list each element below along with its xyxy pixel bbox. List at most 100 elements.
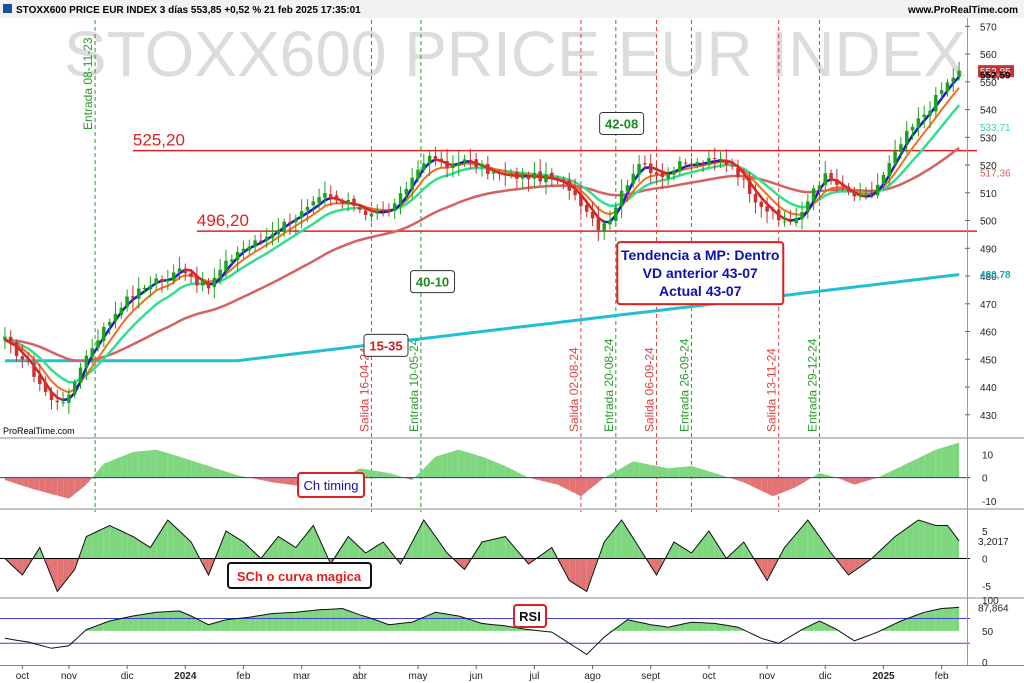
candle-body <box>747 177 752 194</box>
area-fill <box>575 558 581 588</box>
candle-body <box>195 275 199 286</box>
rsi-label: RSI <box>519 609 541 624</box>
area-fill <box>173 454 180 478</box>
area-fill <box>790 477 797 490</box>
y-tick-label: 500 <box>980 217 997 228</box>
support-line-label: 525,20 <box>133 131 185 150</box>
candle-body <box>264 236 269 241</box>
area-fill <box>569 558 576 585</box>
indicator-tick-label: -10 <box>982 497 997 508</box>
area-fill <box>825 474 832 478</box>
rsi-fill <box>365 616 372 631</box>
candle-body <box>648 163 653 174</box>
ma-fast-segment <box>765 202 775 211</box>
candle-body <box>72 382 77 395</box>
candle-body <box>32 362 36 377</box>
area-fill <box>836 477 843 480</box>
x-tick-label: dic <box>121 671 134 682</box>
candle-body <box>736 168 740 178</box>
candle-body <box>870 192 874 194</box>
area-fill <box>569 477 576 494</box>
candle-body <box>96 340 100 349</box>
x-tick-label: mar <box>293 671 311 682</box>
area-fill <box>45 477 52 494</box>
area-fill <box>482 456 488 478</box>
area-fill <box>493 461 500 478</box>
area-fill <box>226 531 232 559</box>
area-fill <box>220 469 226 478</box>
indicator-tick-label: 10 <box>982 450 994 461</box>
candle-body <box>416 169 420 179</box>
candle-body <box>788 221 793 223</box>
area-fill <box>132 536 139 559</box>
rsi-fill <box>220 619 226 631</box>
area-fill <box>499 463 506 478</box>
candle-body <box>247 246 252 251</box>
candle-body <box>43 382 48 392</box>
area-fill <box>639 462 645 478</box>
area-fill <box>644 463 651 478</box>
candle-body <box>491 172 496 174</box>
candle-body <box>881 174 886 185</box>
candle-body <box>497 172 502 174</box>
ma-fast-segment <box>760 196 769 206</box>
candle-body <box>800 212 804 220</box>
area-fill <box>889 469 896 478</box>
ma-fast-segment <box>754 188 763 199</box>
rsi-fill <box>406 622 413 631</box>
price-tag: 552,59 <box>980 71 1011 82</box>
rsi-fill <box>348 610 354 631</box>
rsi-fill <box>947 607 954 631</box>
area-fill <box>714 540 721 559</box>
area-fill <box>889 536 896 559</box>
area-fill <box>883 472 890 478</box>
candle-body <box>55 400 60 403</box>
area-fill <box>848 558 855 575</box>
area-fill <box>697 467 704 478</box>
candle-body <box>660 172 665 178</box>
indicator-label: SCh o curva magica <box>237 569 362 584</box>
candle-body <box>887 163 892 177</box>
rsi-fill <box>260 614 267 631</box>
candle-body <box>934 94 938 112</box>
candle-body <box>910 126 915 131</box>
rsi-line <box>4 606 960 656</box>
candle-body <box>171 272 176 281</box>
area-fill <box>441 544 448 559</box>
rsi-fill <box>906 616 913 631</box>
area-fill <box>290 477 296 486</box>
rsi-fill <box>482 623 488 631</box>
candle-body <box>270 234 275 239</box>
area-fill <box>4 477 11 482</box>
area-fill <box>86 477 93 485</box>
area-fill <box>900 528 907 559</box>
annotation-label: 42-08 <box>605 116 638 131</box>
candle-body <box>893 150 897 164</box>
rsi-fill <box>953 607 960 631</box>
area-fill <box>226 471 232 478</box>
candle-body <box>218 269 222 279</box>
signal-label: Salida 13-11-24 <box>765 348 779 432</box>
rsi-fill <box>127 615 133 631</box>
candle-body <box>654 172 659 175</box>
signal-label: Entrada 20-08-24 <box>602 338 616 432</box>
area-fill <box>144 543 151 559</box>
candle-body <box>369 213 374 217</box>
rsi-fill <box>429 612 436 631</box>
candle-body <box>311 201 316 206</box>
ma-fast-segment <box>573 187 583 196</box>
area-fill <box>57 477 64 498</box>
rsi-fill <box>697 622 704 631</box>
candle-body <box>468 159 473 161</box>
candle-body <box>840 185 845 187</box>
area-fill <box>825 544 832 559</box>
area-fill <box>842 477 849 483</box>
candle-body <box>462 159 467 162</box>
x-tick-label: oct <box>702 671 716 682</box>
area-fill <box>435 536 442 559</box>
area-fill <box>604 474 610 478</box>
candle-body <box>631 173 636 184</box>
candle-body <box>573 190 577 196</box>
rsi-fill <box>144 613 151 631</box>
area-fill <box>953 442 960 478</box>
